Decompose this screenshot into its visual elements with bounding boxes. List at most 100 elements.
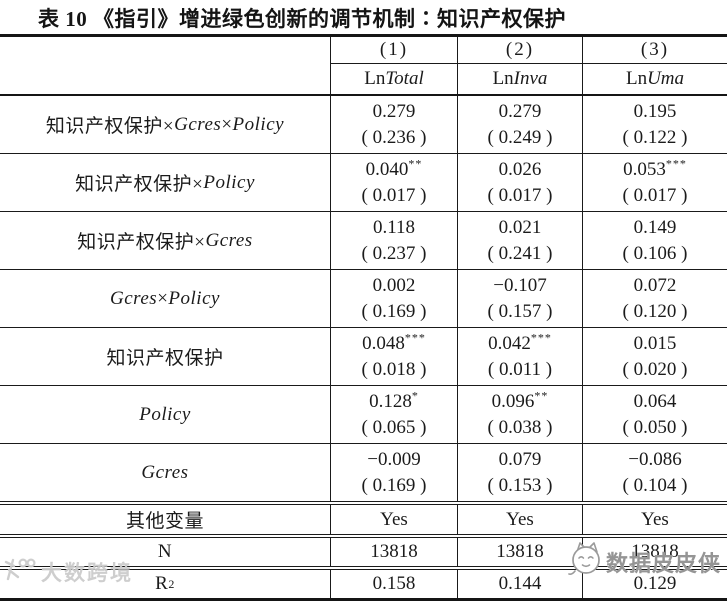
coef-cell: 0.048*** ( 0.018 ): [330, 328, 457, 385]
std-error: ( 0.017 ): [361, 184, 427, 206]
coef-value: 0.002: [372, 274, 416, 296]
coef-value: 0.015: [633, 332, 677, 354]
coef-cell: 0.053*** ( 0.017 ): [582, 154, 727, 211]
coef-value: 0.096**: [491, 388, 549, 412]
watermark-right-text: 数据皮皮侠: [606, 550, 722, 576]
std-error: ( 0.241 ): [487, 242, 553, 264]
summary-value: Yes: [582, 505, 727, 534]
row-label: Policy: [139, 403, 191, 425]
column-number-header: (1): [330, 37, 457, 64]
watermark-left-logo-icon: [3, 556, 37, 588]
summary-value: 13818: [330, 538, 457, 566]
summary-value: Yes: [330, 505, 457, 534]
regression-table: (1) (2) (3) Ln Total Ln Inva Ln Uma 知识产权保护× Gcres…: [0, 34, 727, 601]
std-error: ( 0.065 ): [361, 416, 427, 438]
column-number-header: (2): [457, 37, 582, 64]
coef-value: 0.128*: [369, 388, 419, 412]
row-label: 知识产权保护× Gcres: [77, 229, 253, 254]
table-row: Policy 0.128*( 0.065 ) 0.096**( 0.038 ) 0.0…: [0, 385, 727, 443]
summary-row-n-obs: N 13818 13818 13818: [0, 534, 727, 566]
std-error: ( 0.106 ): [622, 242, 688, 264]
coef-cell: 0.149 ( 0.106 ): [582, 212, 727, 269]
summary-value: Yes: [457, 505, 582, 534]
std-error: ( 0.169 ): [361, 300, 427, 322]
summary-value: 0.158: [330, 570, 457, 598]
coef-cell: −0.107 ( 0.157 ): [457, 270, 582, 327]
coef-value: 0.072: [633, 274, 677, 296]
table-row: 知识产权保护 0.048*** ( 0.018 ) 0.042*** ( 0.011 )…: [0, 327, 727, 385]
summary-row-other-vars: 其他变量 Yes Yes Yes: [0, 501, 727, 534]
std-error: ( 0.236 ): [361, 126, 427, 148]
table-title: 表 10 《指引》增进绿色创新的调节机制∶知识产权保护: [38, 7, 566, 31]
coef-cell: 0.015 ( 0.020 ): [582, 328, 727, 385]
coef-cell: 0.040** ( 0.017 ): [330, 154, 457, 211]
coef-value: 0.079: [498, 448, 542, 470]
std-error: ( 0.050 ): [622, 416, 688, 438]
std-error: ( 0.011 ): [487, 358, 553, 380]
table-body: 知识产权保护× Gcres × Policy 0.279 ( 0.236 ) 0.279 ( …: [0, 94, 727, 598]
coef-cell: 0.072 ( 0.120 ): [582, 270, 727, 327]
header-corner-cell: [0, 37, 330, 94]
watermark-right: 数据皮皮侠: [568, 540, 721, 583]
coef-value: −0.086: [628, 448, 682, 470]
row-label: 知识产权保护× Policy: [75, 171, 255, 196]
row-label: Gcres × Policy: [110, 287, 220, 309]
summary-row-r-squared: R 2 0.158 0.144 0.129: [0, 566, 727, 598]
std-error: ( 0.020 ): [622, 358, 688, 380]
std-error: ( 0.104 ): [622, 474, 688, 496]
std-error: ( 0.017 ): [622, 184, 688, 206]
std-error: ( 0.249 ): [487, 126, 553, 148]
coef-cell: 0.195 ( 0.122 ): [582, 96, 727, 153]
coef-value: −0.009: [367, 448, 421, 470]
std-error: ( 0.157 ): [487, 300, 553, 322]
table-row: 知识产权保护× Gcres 0.118 ( 0.237 ) 0.021 ( 0.241 )…: [0, 211, 727, 269]
std-error: ( 0.120 ): [622, 300, 688, 322]
std-error: ( 0.017 ): [487, 184, 553, 206]
column-variable-header: Ln Inva: [457, 64, 582, 94]
row-label: N: [157, 541, 173, 562]
coef-cell: 0.042*** ( 0.011 ): [457, 328, 582, 385]
coef-cell: 0.279 ( 0.236 ): [330, 96, 457, 153]
row-label: 知识产权保护× Gcres × Policy: [45, 113, 285, 138]
coef-value: 0.195: [633, 100, 677, 122]
summary-value: 0.144: [457, 570, 582, 598]
std-error: ( 0.018 ): [361, 358, 427, 380]
coef-cell: 0.079 ( 0.153 ): [457, 444, 582, 501]
std-error: ( 0.237 ): [361, 242, 427, 264]
coef-value: 0.040**: [365, 156, 423, 180]
coef-value: −0.107: [493, 274, 547, 296]
coef-value: 0.279: [372, 100, 416, 122]
row-label: Gcres: [141, 461, 189, 483]
row-label: 其他变量: [125, 511, 204, 532]
coef-cell: 0.096** ( 0.038 ): [457, 386, 582, 443]
column-variable-header: Ln Uma: [582, 64, 727, 94]
table-row: 知识产权保护× Policy 0.040** ( 0.017 ) 0.026 ( 0.01…: [0, 153, 727, 211]
coef-cell: 0.064 ( 0.050 ): [582, 386, 727, 443]
watermark-left-text: 大数跨境: [41, 562, 133, 585]
coef-value: 0.064: [633, 390, 677, 412]
table-header: (1) (2) (3) Ln Total Ln Inva Ln Uma: [0, 37, 727, 94]
coef-cell: 0.021 ( 0.241 ): [457, 212, 582, 269]
row-label: 知识产权保护: [106, 348, 224, 369]
coef-value: 0.021: [498, 216, 542, 238]
coef-value: 0.053***: [623, 156, 687, 180]
coef-cell: 0.128* ( 0.065 ): [330, 386, 457, 443]
coef-cell: 0.118 ( 0.237 ): [330, 212, 457, 269]
coef-cell: −0.086 ( 0.104 ): [582, 444, 727, 501]
column-number-header: (3): [582, 37, 727, 64]
column-variable-header: Ln Total: [330, 64, 457, 94]
cat-face-icon: [568, 540, 604, 583]
std-error: ( 0.153 ): [487, 474, 553, 496]
coef-value: 0.026: [498, 158, 542, 180]
table-row: Gcres −0.009 ( 0.169 ) 0.079 ( 0.153 ) −0.086…: [0, 443, 727, 501]
table-row: Gcres × Policy 0.002 ( 0.169 ) −0.107 ( 0.157 …: [0, 269, 727, 327]
summary-value: 0.129: [582, 570, 727, 598]
coef-value: 0.048***: [362, 330, 426, 354]
coef-cell: 0.279 ( 0.249 ): [457, 96, 582, 153]
coef-value: 0.118: [372, 216, 416, 238]
coef-cell: 0.026 ( 0.017 ): [457, 154, 582, 211]
coef-value: 0.042***: [488, 330, 552, 354]
coef-value: 0.279: [498, 100, 542, 122]
